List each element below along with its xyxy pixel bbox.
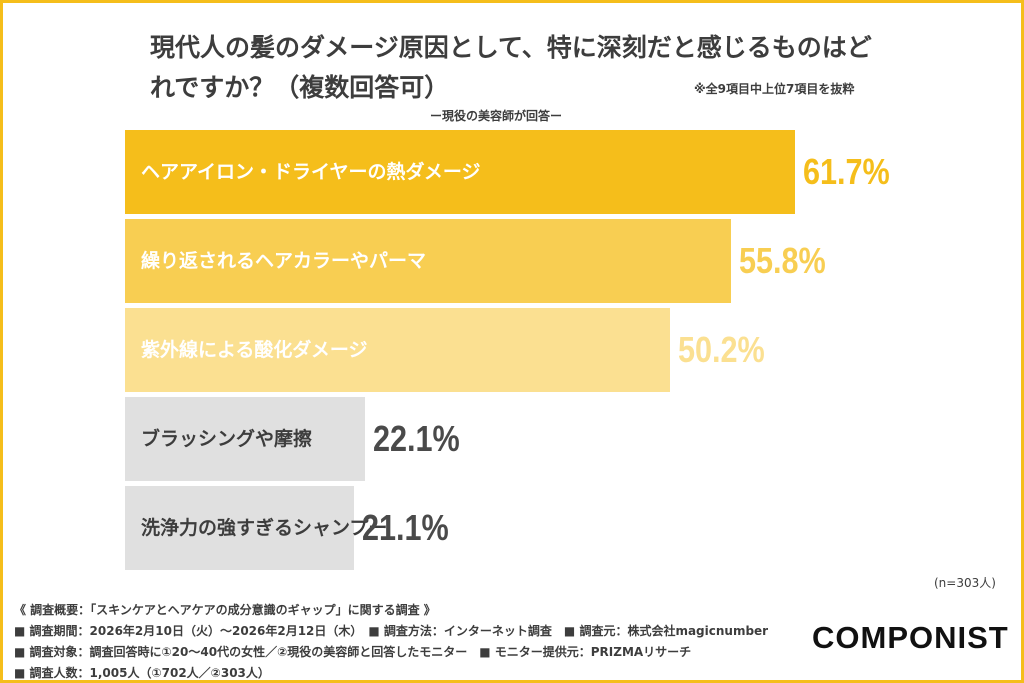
value-label: 61.7% — [803, 151, 890, 192]
bar: ブラッシングや摩擦 — [125, 397, 365, 481]
bar: 紫外線による酸化ダメージ — [125, 308, 671, 392]
bar-label: 紫外線による酸化ダメージ — [141, 339, 368, 361]
footer-line: 《 調査概要：「スキンケアとヘアケアの成分意識のギャップ」に関する調査 》 — [14, 603, 436, 617]
footer-line: ■ 調査期間：2026年2月10日（火）〜2026年2月12日（木） ■ 調査方… — [14, 624, 769, 638]
value-label: 55.8% — [738, 240, 826, 281]
value-label: 50.2% — [678, 329, 765, 370]
bar: 繰り返されるヘアカラーやパーマ — [125, 219, 731, 303]
bar-label: 洗浄力の強すぎるシャンプー — [141, 517, 388, 539]
bar-label: ブラッシングや摩擦 — [141, 428, 313, 450]
bar: 洗浄力の強すぎるシャンプー — [125, 486, 387, 570]
componist-logo: COMPONIST — [812, 620, 1009, 655]
bar-label: 繰り返されるヘアカラーやパーマ — [141, 250, 427, 272]
footer-line: ■ 調査人数：1,005人（①702人／②303人） — [14, 666, 270, 680]
bar-label: ヘアアイロン・ドライヤーの熱ダメージ — [141, 161, 481, 183]
footer-line: ■ 調査対象：調査回答時に①20〜40代の女性／②現役の美容師と回答したモニター… — [14, 645, 692, 659]
value-label: 21.1% — [362, 507, 449, 548]
value-label: 22.1% — [372, 418, 460, 459]
chart-subtitle: ー現役の美容師が回答ー — [430, 109, 563, 123]
chart-title: 現代人の髪のダメージ原因として、特に深刻だと感じるものはどれですか？（複数回答可… — [150, 33, 872, 102]
chart-note: ※全9項目中上位7項目を抜粋 — [694, 82, 855, 96]
bar: ヘアアイロン・ドライヤーの熱ダメージ — [125, 130, 795, 214]
sample-size: (n=303人) — [934, 576, 996, 590]
